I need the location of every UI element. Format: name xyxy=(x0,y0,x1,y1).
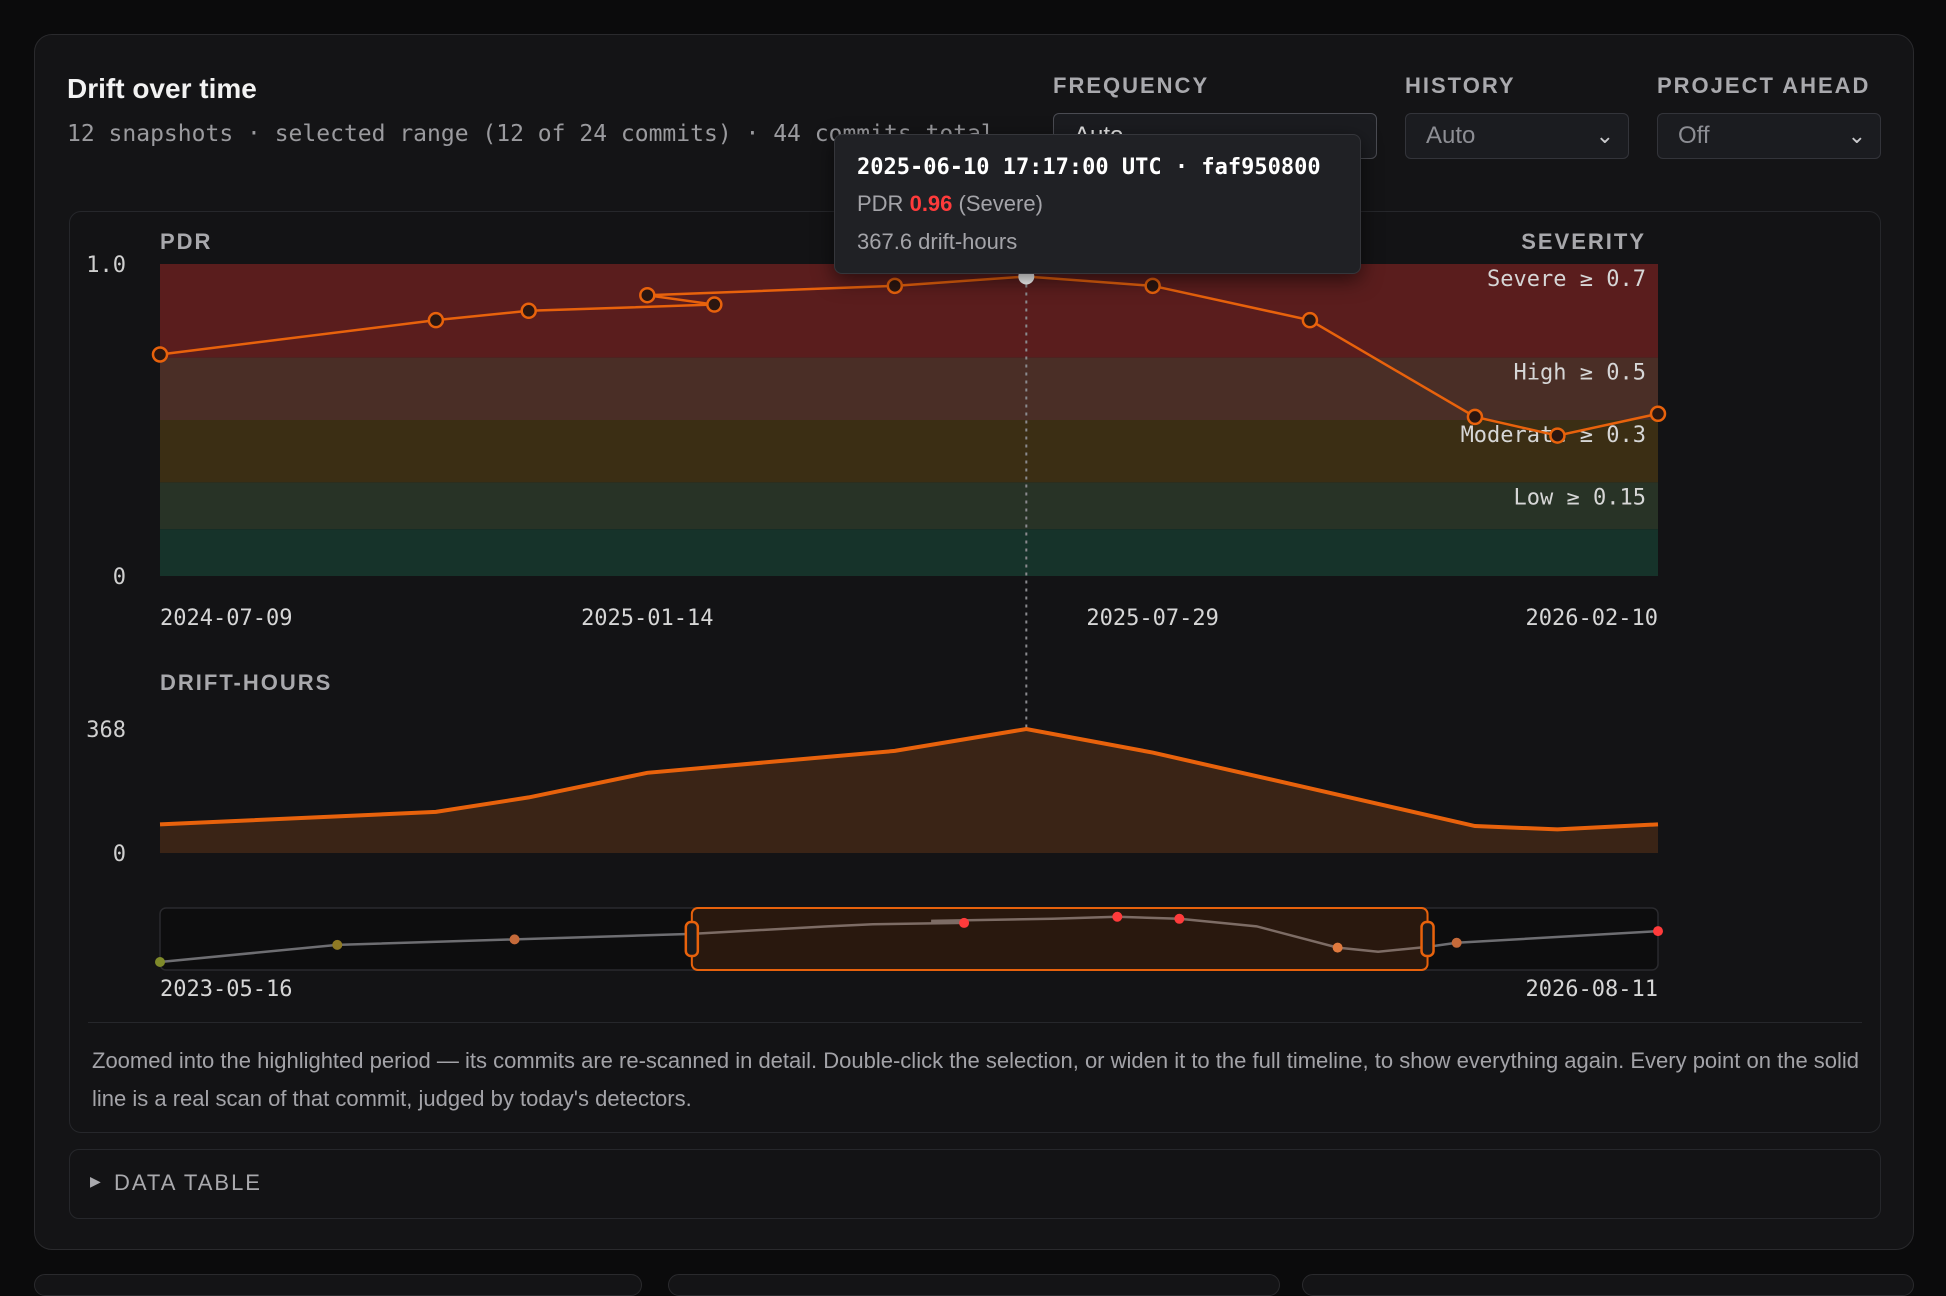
band-label: Low ≥ 0.15 xyxy=(1514,485,1646,510)
y-tick-label: 1.0 xyxy=(86,253,126,278)
severity-band xyxy=(160,357,1658,420)
x-tick-label: 2024-07-09 xyxy=(160,606,292,631)
navigator-point xyxy=(509,934,520,945)
pdr-axis-title: PDR xyxy=(160,229,212,254)
project-ahead-control: PROJECT AHEAD Off ⌄ xyxy=(1657,73,1881,159)
tooltip-pdr-label: PDR xyxy=(857,191,904,216)
pdr-point xyxy=(639,286,656,304)
data-table-label: DATA TABLE xyxy=(114,1170,262,1195)
pdr-point xyxy=(427,311,445,329)
navigator-point xyxy=(332,939,343,950)
navigator-handle[interactable] xyxy=(684,920,700,958)
pdr-point xyxy=(1301,311,1319,329)
pdr-point xyxy=(520,302,537,320)
navigator-point xyxy=(155,957,165,967)
navigator-point xyxy=(1332,942,1343,953)
x-tick-label: 2025-07-29 xyxy=(1086,606,1218,631)
severity-axis-title: SEVERITY xyxy=(1521,229,1646,254)
severity-band xyxy=(160,482,1658,530)
navigator-sparkline xyxy=(159,915,1659,964)
tooltip-severity: (Severe) xyxy=(958,191,1043,216)
x-tick-label: 2023-05-16 xyxy=(160,977,292,1002)
project-ahead-select[interactable]: Off ⌄ xyxy=(1657,113,1881,159)
navigator-point xyxy=(1174,913,1185,924)
pdr-point xyxy=(1144,277,1161,295)
history-select[interactable]: Auto ⌄ xyxy=(1405,113,1629,159)
pdr-point xyxy=(706,296,723,313)
next-card-stub xyxy=(668,1274,1280,1296)
history-control: HISTORY Auto ⌄ xyxy=(1405,73,1629,159)
frequency-label: FREQUENCY xyxy=(1053,73,1210,98)
navigator-point xyxy=(1451,937,1462,948)
band-label: High ≥ 0.5 xyxy=(1514,361,1646,386)
navigator-point xyxy=(1653,926,1663,937)
divider xyxy=(88,1022,1862,1023)
y-tick-label: 368 xyxy=(86,718,126,743)
caret-right-icon: ▶ xyxy=(90,1173,101,1189)
x-tick-label: 2026-08-11 xyxy=(1526,977,1658,1002)
severity-band xyxy=(160,264,1658,358)
x-tick-label: 2026-02-10 xyxy=(1526,606,1658,631)
tooltip-pdr-value: 0.96 xyxy=(909,191,953,216)
tooltip-header: 2025-06-10 17:17:00 UTC · faf950800 xyxy=(857,155,1321,180)
band-label: Severe ≥ 0.7 xyxy=(1487,267,1646,292)
project-ahead-label: PROJECT AHEAD xyxy=(1657,73,1871,98)
drift-hours-area xyxy=(160,729,1658,853)
next-card-stub xyxy=(34,1274,642,1296)
pdr-point xyxy=(1549,427,1566,444)
chevron-down-icon: ⌄ xyxy=(1595,123,1614,148)
y-tick-label: 0 xyxy=(113,565,126,590)
data-table-toggle[interactable]: ▶ DATA TABLE xyxy=(69,1149,1881,1219)
tooltip-drift-hours: 367.6 drift-hours xyxy=(857,229,1018,254)
history-label: HISTORY xyxy=(1405,73,1516,98)
severity-band xyxy=(160,529,1658,576)
chart-panel: Severe ≥ 0.7 High ≥ 0.5 Moderate ≥ 0.3 Low … xyxy=(69,211,1881,1133)
x-tick-label: 2025-01-14 xyxy=(581,606,713,631)
pdr-point xyxy=(151,346,169,363)
navigator-handle[interactable] xyxy=(1420,920,1435,958)
tooltip-pdr-line: PDR 0.96 (Severe) xyxy=(857,191,1043,217)
drift-hours-axis-title: DRIFT-HOURS xyxy=(160,670,332,695)
next-card-stub xyxy=(1302,1274,1914,1296)
card-title: Drift over time xyxy=(67,73,257,104)
y-tick-label: 0 xyxy=(113,842,126,867)
zoom-note: Zoomed into the highlighted period — its… xyxy=(92,1048,1860,1111)
pdr-point xyxy=(1466,408,1484,426)
navigator-selection xyxy=(690,907,1429,971)
history-value: Auto xyxy=(1426,122,1476,149)
point-tooltip: 2025-06-10 17:17:00 UTC · faf950800 PDR … xyxy=(834,134,1361,274)
project-ahead-value: Off xyxy=(1678,122,1710,149)
navigator-point xyxy=(1112,911,1123,922)
navigator-point xyxy=(959,917,970,928)
pdr-point xyxy=(886,277,904,295)
pdr-series-line xyxy=(159,275,1659,437)
severity-band xyxy=(160,420,1658,483)
chevron-down-icon: ⌄ xyxy=(1847,123,1866,148)
drift-hours-line xyxy=(159,726,1659,832)
pdr-point xyxy=(1649,405,1667,423)
